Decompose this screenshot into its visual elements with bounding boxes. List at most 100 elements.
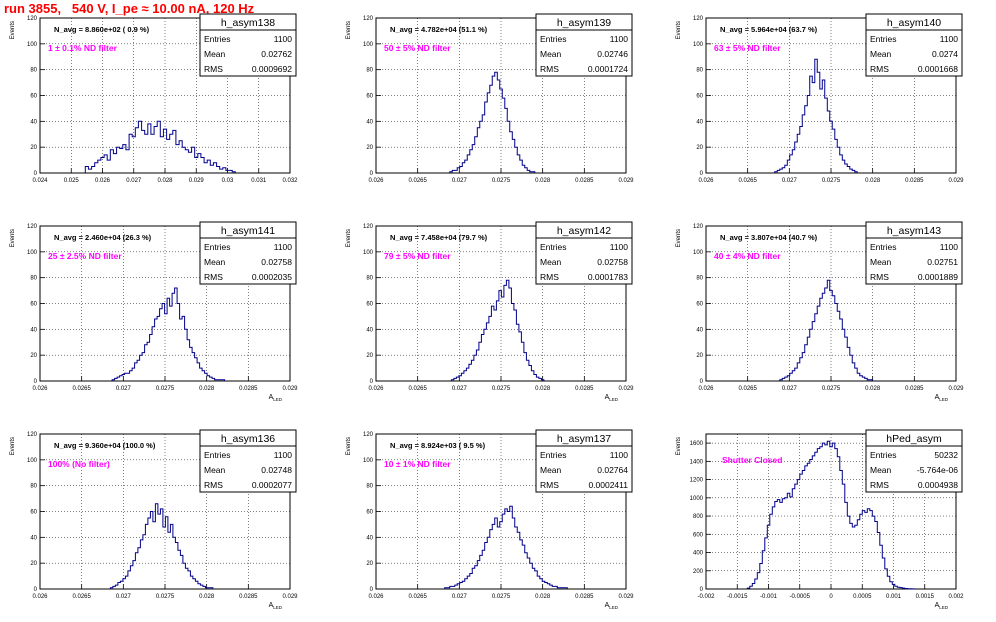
histogram-panel-hPed_asym: -0.002 -0.0015 -0.001 -0.0005 0 0.0005 0.001 0.… <box>676 429 964 610</box>
y-tick-label: 60 <box>366 510 373 516</box>
y-tick-label: 40 <box>30 327 37 333</box>
histogram-title: h_asym141 <box>221 225 275 237</box>
histogram-bin <box>497 527 500 589</box>
y-tick-label: 60 <box>696 302 703 308</box>
histogram-bin <box>487 93 490 173</box>
y-axis-label: Events <box>676 21 682 39</box>
x-tick-label: 0.027 <box>782 386 798 392</box>
stat-label: Entries <box>204 450 230 460</box>
histogram-bin <box>176 145 179 173</box>
stat-value: 0.02764 <box>597 465 628 475</box>
y-axis-label: Events <box>346 229 352 247</box>
stat-label: RMS <box>870 64 889 74</box>
x-tick-label: 0.027 <box>452 594 468 600</box>
x-tick-label: 0.0265 <box>72 594 91 600</box>
x-tick-label: 0 <box>829 594 833 600</box>
histogram-bin <box>500 89 503 173</box>
x-tick-label: 0.0005 <box>853 594 872 600</box>
histogram-bin <box>157 316 160 381</box>
filter-annotation: 25 ± 2.5% ND filter <box>48 251 122 261</box>
x-axis-label-sub: LED <box>273 605 283 610</box>
x-tick-label: 0.0265 <box>738 178 757 184</box>
histogram-bin <box>812 83 815 173</box>
x-tick-label: 0.031 <box>251 178 267 184</box>
y-tick-label: 60 <box>30 510 37 516</box>
stat-value: 0.02762 <box>261 49 292 59</box>
x-tick-label: 0.026 <box>368 594 384 600</box>
stats-box <box>535 429 633 493</box>
x-tick-label: 0.0015 <box>916 594 935 600</box>
histogram-bin <box>807 463 810 589</box>
histogram-bin <box>862 511 865 589</box>
y-tick-label: 40 <box>366 119 373 125</box>
y-tick-label: 100 <box>363 458 374 464</box>
stat-label: RMS <box>204 64 223 74</box>
histogram-bin <box>840 470 843 589</box>
x-tick-label: -0.0015 <box>727 594 748 600</box>
x-tick-label: 0.027 <box>126 178 142 184</box>
stat-label: Entries <box>870 34 896 44</box>
x-axis-label-sub: LED <box>609 397 619 402</box>
histogram-panel-h_asym140: 0.026 0.0265 0.027 0.0275 0.028 0.0285 0.029 0 2… <box>676 13 964 184</box>
x-axis-label: ALED <box>605 602 619 610</box>
histogram-bin <box>867 509 870 589</box>
y-tick-label: 40 <box>30 535 37 541</box>
histogram-bin <box>820 447 823 589</box>
stat-label: RMS <box>204 480 223 490</box>
x-tick-label: 0.028 <box>199 594 215 600</box>
x-tick-label: 0.0275 <box>822 386 841 392</box>
x-axis-label-main: A <box>269 394 274 401</box>
y-tick-label: 0 <box>700 379 704 385</box>
stat-value: 0.0001668 <box>918 64 958 74</box>
histogram-bin <box>792 489 795 589</box>
navg-annotation: N_avg = 8.924e+03 ( 9.5 %) <box>390 441 486 450</box>
histogram-bin <box>492 524 495 589</box>
histogram-title: h_asym143 <box>887 225 941 237</box>
histogram-bin <box>830 447 833 589</box>
histogram-bin <box>137 360 140 381</box>
x-tick-label: 0.027 <box>452 178 468 184</box>
stat-label: Mean <box>204 257 226 267</box>
y-tick-label: 80 <box>366 276 373 282</box>
y-axis-label: Events <box>676 229 682 247</box>
histogram-bin <box>837 457 840 589</box>
x-tick-label: 0.03 <box>222 178 234 184</box>
x-axis-label-main: A <box>935 394 940 401</box>
y-tick-label: 120 <box>693 16 704 22</box>
y-tick-label: 0 <box>370 379 374 385</box>
histogram-bin <box>482 115 485 173</box>
navg-annotation: N_avg = 5.964e+04 (63.7 %) <box>720 25 818 34</box>
filter-annotation: Shutter Closed <box>722 455 782 465</box>
histogram-bin <box>870 511 873 589</box>
x-tick-label: 0.026 <box>698 386 714 392</box>
y-axis-label: Events <box>676 437 682 455</box>
histogram-bin <box>155 319 158 381</box>
x-tick-label: 0.001 <box>886 594 902 600</box>
histogram-bin <box>505 509 508 589</box>
x-tick-label: 0.0275 <box>492 178 511 184</box>
histogram-bin <box>827 280 830 381</box>
histogram-bin <box>865 512 868 589</box>
stat-value: 1100 <box>610 242 629 252</box>
x-tick-label: 0.029 <box>948 386 964 392</box>
x-tick-label: 0.0285 <box>239 594 258 600</box>
stat-label: Mean <box>540 465 562 475</box>
histogram-bin <box>510 506 513 589</box>
stat-value: 1100 <box>940 242 959 252</box>
y-tick-label: 600 <box>693 532 704 538</box>
filter-annotation: 40 ± 4% ND filter <box>714 251 781 261</box>
histogram-bin <box>825 288 828 381</box>
y-tick-label: 80 <box>366 484 373 490</box>
histogram-bin <box>795 484 798 589</box>
x-tick-label: 0.029 <box>948 178 964 184</box>
histogram-bin <box>188 152 191 173</box>
y-tick-label: 40 <box>696 119 703 125</box>
x-tick-label: 0.029 <box>189 178 205 184</box>
histogram-bin <box>150 512 153 590</box>
histogram-bin <box>158 514 161 589</box>
stat-value: 0.0001783 <box>588 272 628 282</box>
x-tick-label: 0.029 <box>618 386 634 392</box>
stat-label: Entries <box>204 242 230 252</box>
histogram-bin <box>142 353 145 381</box>
